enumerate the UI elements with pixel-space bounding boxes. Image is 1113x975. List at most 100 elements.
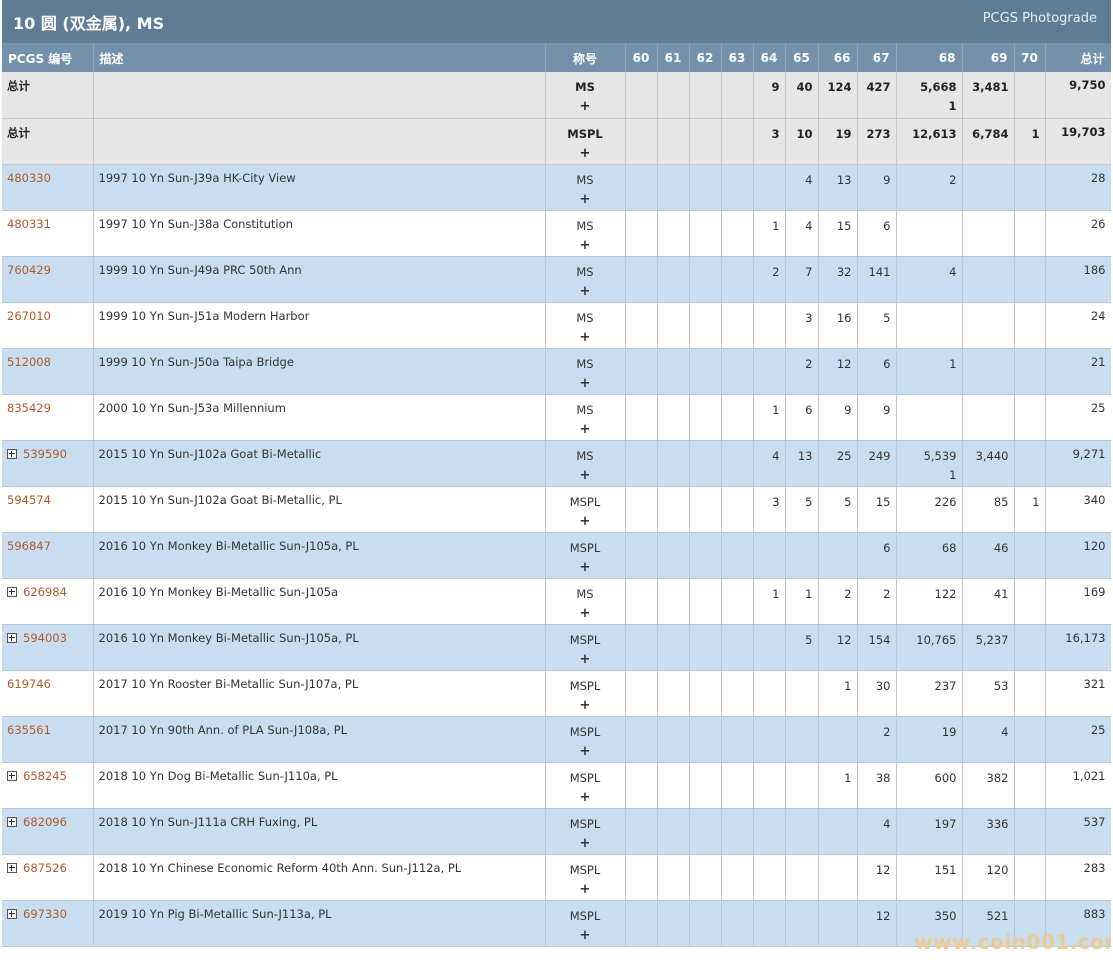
expand-plus-icon[interactable] <box>7 908 17 919</box>
pcgs-number-link[interactable]: 267010 <box>7 308 51 323</box>
pcgs-number-link[interactable]: 760429 <box>7 262 51 277</box>
photograde-link[interactable]: PCGS Photograde <box>982 11 1097 26</box>
col-grade-68[interactable]: 68 <box>896 44 963 72</box>
grade-66-count[interactable]: 19 <box>835 126 852 141</box>
grade-65-count[interactable]: 5 <box>805 632 813 647</box>
grade-65-count[interactable]: 13 <box>797 448 813 463</box>
grade-66-count[interactable]: 124 <box>827 80 852 94</box>
pcgs-number-link[interactable]: 594574 <box>7 492 51 507</box>
grade-64-count[interactable]: 9 <box>771 80 780 94</box>
plus-toggle[interactable]: + <box>579 835 591 851</box>
col-total[interactable]: 总计 <box>1045 44 1111 72</box>
grade-66-count[interactable]: 1 <box>844 770 852 785</box>
grade-70-count[interactable]: 1 <box>1032 494 1040 509</box>
plus-toggle[interactable]: + <box>579 927 591 943</box>
grade-67-count[interactable]: 6 <box>883 356 891 371</box>
grade-70-count[interactable]: 1 <box>1031 126 1040 141</box>
grade-64-count[interactable]: 4 <box>772 448 780 463</box>
grade-68-count[interactable]: 5,668 <box>920 80 957 94</box>
grade-67-count[interactable]: 38 <box>875 770 891 785</box>
grade-67-count[interactable]: 30 <box>875 678 891 693</box>
grade-67-count[interactable]: 12 <box>875 908 891 923</box>
col-grade-64[interactable]: 64 <box>753 44 786 72</box>
plus-toggle[interactable]: + <box>579 145 591 161</box>
grade-67-count[interactable]: 2 <box>883 586 891 601</box>
grade-67-count[interactable]: 273 <box>866 126 891 141</box>
grade-67-count[interactable]: 15 <box>875 494 891 509</box>
grade-67-count[interactable]: 427 <box>866 80 891 94</box>
expand-plus-icon[interactable] <box>7 862 17 873</box>
grade-69-count[interactable]: 85 <box>993 494 1009 509</box>
grade-65-count[interactable]: 4 <box>805 218 813 233</box>
pcgs-number-link[interactable]: 682096 <box>23 814 67 829</box>
grade-69-count[interactable]: 6,784 <box>972 126 1009 141</box>
col-grade-67[interactable]: 67 <box>857 44 897 72</box>
pcgs-number-link[interactable]: 697330 <box>23 906 67 921</box>
grade-69-count[interactable]: 41 <box>993 586 1009 601</box>
grade-66-count[interactable]: 15 <box>836 218 852 233</box>
grade-67-count[interactable]: 141 <box>868 264 891 279</box>
col-grade-65[interactable]: 65 <box>785 44 819 72</box>
pcgs-number-link[interactable]: 539590 <box>23 446 67 461</box>
plus-toggle[interactable]: + <box>579 99 591 114</box>
grade-68-count[interactable]: 226 <box>934 494 957 509</box>
grade-64-count[interactable]: 3 <box>772 494 780 509</box>
grade-67-count[interactable]: 12 <box>875 862 891 877</box>
grade-67-count[interactable]: 6 <box>883 218 891 233</box>
pcgs-number-link[interactable]: 480331 <box>7 216 51 231</box>
grade-65-count[interactable]: 10 <box>796 126 813 141</box>
plus-toggle[interactable]: + <box>579 283 591 299</box>
grade-67-count[interactable]: 6 <box>883 540 891 555</box>
pcgs-number-link[interactable]: 480330 <box>7 170 51 185</box>
grade-68-count[interactable]: 12,613 <box>912 126 957 141</box>
grade-64-count[interactable]: 1 <box>772 402 780 417</box>
plus-toggle[interactable]: + <box>579 513 591 529</box>
col-grade-62[interactable]: 62 <box>689 44 722 72</box>
grade-67-count[interactable]: 2 <box>883 724 891 739</box>
plus-toggle[interactable]: + <box>579 651 591 667</box>
grade-66-count[interactable]: 5 <box>844 494 852 509</box>
grade-67-count[interactable]: 9 <box>883 172 891 187</box>
grade-65-count[interactable]: 5 <box>805 494 813 509</box>
plus-toggle[interactable]: + <box>579 191 591 207</box>
grade-68-plus-count[interactable]: 1 <box>949 467 957 482</box>
pcgs-number-link[interactable]: 835429 <box>7 400 51 415</box>
col-designation[interactable]: 称号 <box>545 44 626 72</box>
plus-toggle[interactable]: + <box>579 329 591 345</box>
grade-66-count[interactable]: 32 <box>836 264 852 279</box>
col-description[interactable]: 描述 <box>93 44 546 72</box>
expand-plus-icon[interactable] <box>7 448 17 459</box>
grade-69-count[interactable]: 120 <box>986 862 1009 877</box>
grade-69-count[interactable]: 3,440 <box>975 448 1009 463</box>
col-grade-66[interactable]: 66 <box>818 44 858 72</box>
grade-68-count[interactable]: 1 <box>949 356 957 371</box>
grade-68-count[interactable]: 10,765 <box>916 632 957 647</box>
grade-66-count[interactable]: 25 <box>836 448 852 463</box>
grade-68-count[interactable]: 4 <box>949 264 957 279</box>
grade-69-count[interactable]: 4 <box>1001 724 1009 739</box>
plus-toggle[interactable]: + <box>579 881 591 897</box>
grade-64-count[interactable]: 1 <box>772 586 780 601</box>
grade-69-count[interactable]: 336 <box>986 816 1009 831</box>
grade-66-count[interactable]: 16 <box>836 310 852 325</box>
plus-toggle[interactable]: + <box>579 605 591 621</box>
grade-65-count[interactable]: 1 <box>805 586 813 601</box>
grade-66-count[interactable]: 2 <box>844 586 852 601</box>
grade-67-count[interactable]: 5 <box>883 310 891 325</box>
pcgs-number-link[interactable]: 626984 <box>23 584 67 599</box>
grade-65-count[interactable]: 2 <box>805 356 813 371</box>
plus-toggle[interactable]: + <box>579 559 591 575</box>
grade-68-count[interactable]: 68 <box>941 540 957 555</box>
pcgs-number-link[interactable]: 658245 <box>23 768 67 783</box>
grade-68-count[interactable]: 19 <box>941 724 957 739</box>
plus-toggle[interactable]: + <box>579 743 591 759</box>
expand-plus-icon[interactable] <box>7 770 17 781</box>
grade-68-count[interactable]: 122 <box>934 586 957 601</box>
grade-66-count[interactable]: 12 <box>836 356 852 371</box>
grade-67-count[interactable]: 4 <box>883 816 891 831</box>
grade-66-count[interactable]: 13 <box>836 172 852 187</box>
grade-68-plus-count[interactable]: 1 <box>948 99 957 113</box>
grade-68-count[interactable]: 2 <box>949 172 957 187</box>
grade-65-count[interactable]: 6 <box>805 402 813 417</box>
col-grade-63[interactable]: 63 <box>721 44 754 72</box>
